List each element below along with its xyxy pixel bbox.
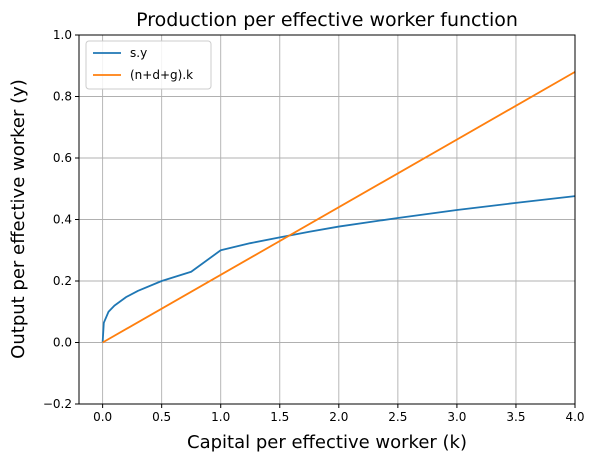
x-tick-label: 0.5 <box>152 410 171 424</box>
x-tick-label: 2.5 <box>388 410 407 424</box>
y-tick-label: 0.0 <box>53 336 72 350</box>
legend-label-n-d-g-k: (n+d+g).k <box>130 68 193 82</box>
x-tick-label: 1.0 <box>211 410 230 424</box>
x-tick-label: 4.0 <box>565 410 584 424</box>
series-line-s-y <box>101 195 576 343</box>
x-tick-label: 0.0 <box>93 410 112 424</box>
x-tick-label: 3.5 <box>506 410 525 424</box>
x-axis-title: Capital per effective worker (k) <box>187 432 467 453</box>
y-axis-title: Output per effective worker (y) <box>8 79 29 359</box>
y-tick-label: 0.2 <box>53 274 72 288</box>
legend: s.y (n+d+g).k <box>85 40 212 90</box>
x-tick-label: 1.5 <box>270 410 289 424</box>
x-tick-label: 3.0 <box>447 410 466 424</box>
series-layer <box>101 71 576 344</box>
tick-layer: 0.0 0.5 1.0 1.5 2.0 2.5 3.0 3.5 4.0 −0.2 0.0 0.2 0.4… <box>43 28 585 424</box>
y-tick-label: 0.4 <box>53 213 72 227</box>
y-tick-label: −0.2 <box>43 397 72 411</box>
legend-label-s-y: s.y <box>130 46 147 60</box>
x-tick-label: 2.0 <box>329 410 348 424</box>
series-line-n-d-g-k <box>102 71 576 344</box>
chart-title: Production per effective worker function <box>136 9 518 31</box>
y-tick-label: 0.8 <box>53 90 72 104</box>
y-tick-label: 0.6 <box>53 151 72 165</box>
y-tick-label: 1.0 <box>53 28 72 42</box>
